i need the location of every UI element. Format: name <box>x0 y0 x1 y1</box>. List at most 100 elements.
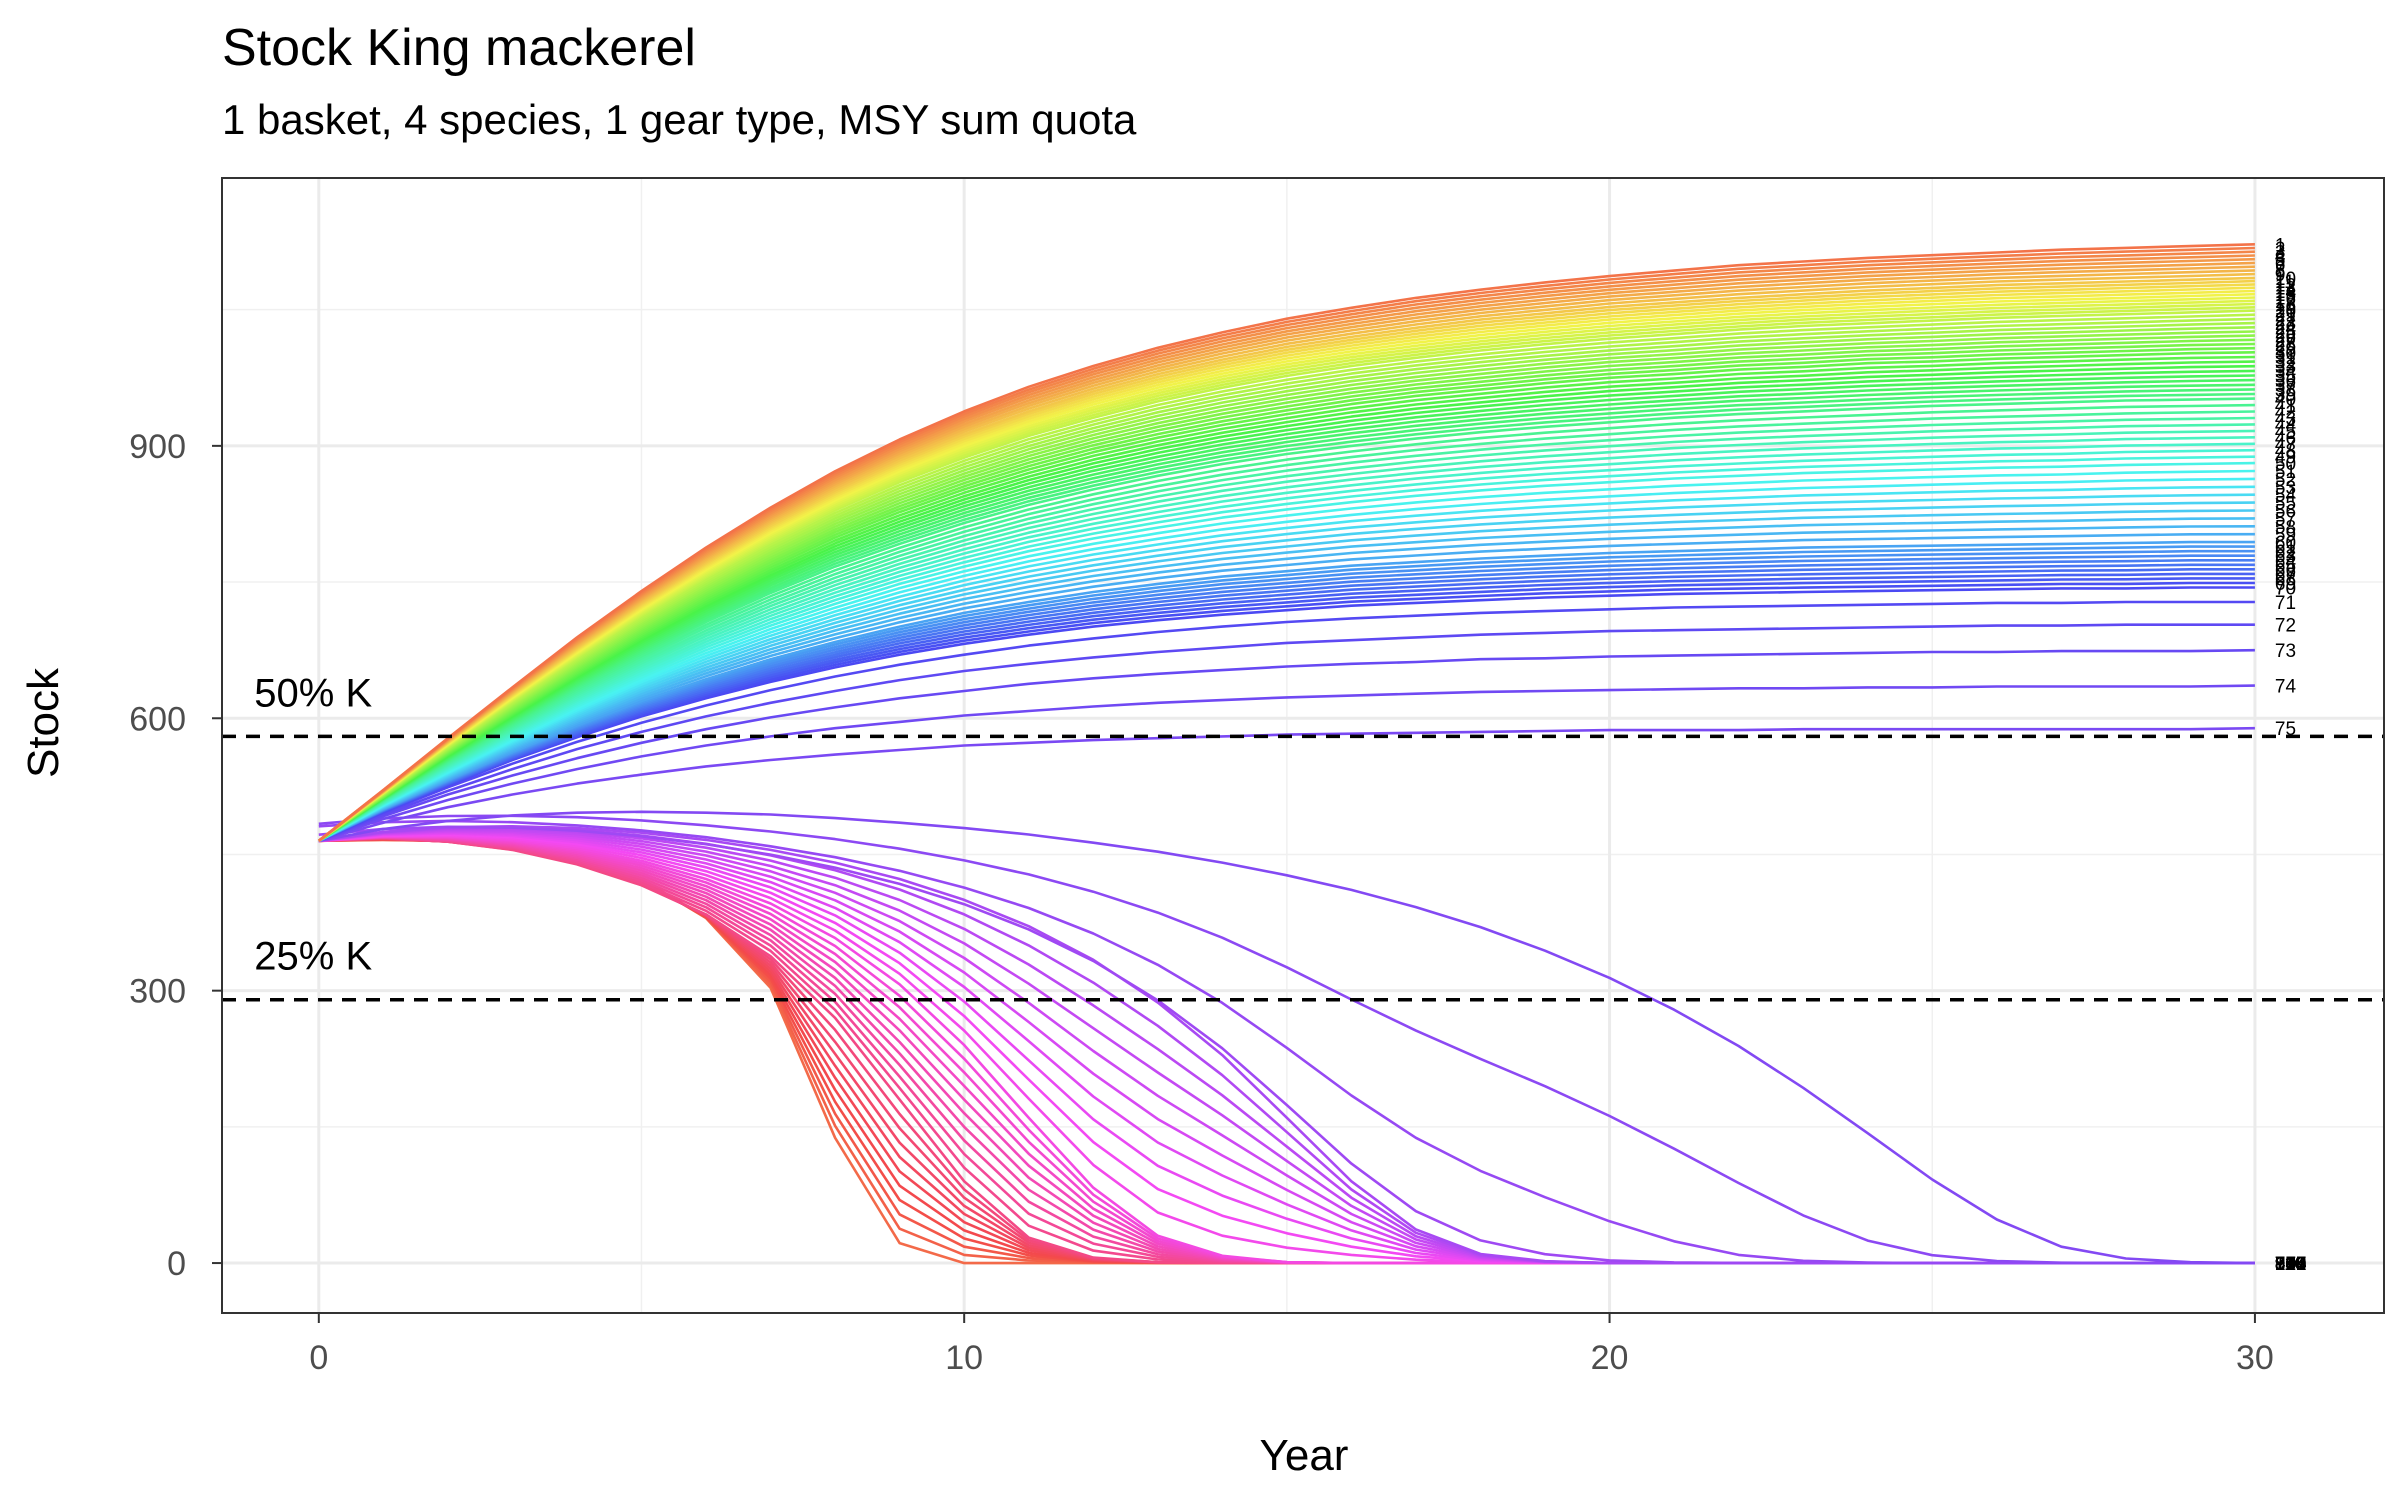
series-end-label: 85 <box>2275 1254 2296 1275</box>
series-end-label: 61 <box>2275 538 2296 559</box>
series-end-label: 7 <box>2275 258 2286 279</box>
series-line <box>318 342 2255 842</box>
series-line <box>318 423 2255 842</box>
series-end-label: 98 <box>2275 1254 2296 1275</box>
series-end-label: 43 <box>2275 409 2296 430</box>
series-end-label: 103 <box>2275 1254 2307 1275</box>
series-end-label: 45 <box>2275 422 2296 443</box>
series-line <box>318 436 2255 842</box>
x-tick-label: 20 <box>1591 1339 1629 1377</box>
series-line <box>318 549 2255 842</box>
series-end-label: 37 <box>2275 376 2296 397</box>
x-tick-label: 30 <box>2236 1339 2274 1377</box>
series-end-label: 70 <box>2275 579 2296 600</box>
series-end-label: 8 <box>2275 261 2286 282</box>
series-end-label: 100 <box>2275 1254 2307 1275</box>
series-end-label: 57 <box>2275 509 2296 530</box>
series-line <box>318 383 2255 842</box>
series-end-label: 79 <box>2275 1254 2296 1275</box>
reference-lines: 50% K 25% K <box>222 671 2384 1002</box>
series-end-label: 75 <box>2275 719 2296 740</box>
series-line <box>318 461 2255 842</box>
series-line <box>318 351 2255 842</box>
series-end-label: 81 <box>2275 1254 2296 1275</box>
series-end-label: 64 <box>2275 551 2297 572</box>
series-line <box>318 355 2255 842</box>
series-line <box>317 243 2255 842</box>
series-end-label: 30 <box>2275 343 2296 364</box>
series-line <box>318 554 2255 842</box>
series-end-label: 72 <box>2275 616 2296 637</box>
series-end-label: 36 <box>2275 371 2296 392</box>
y-tick-label: 0 <box>167 1245 186 1283</box>
series-line <box>318 338 2255 842</box>
series-end-label: 39 <box>2275 385 2296 406</box>
series-end-label: 87 <box>2275 1254 2296 1275</box>
series-end-label: 88 <box>2275 1254 2296 1275</box>
series-line <box>318 378 2255 842</box>
series-end-label: 44 <box>2275 415 2297 436</box>
series-end-label: 62 <box>2275 542 2296 563</box>
series-end-label: 82 <box>2275 1254 2296 1275</box>
series-end-label: 50 <box>2275 454 2296 475</box>
series-line <box>318 572 2255 842</box>
plot-panel <box>221 177 2385 1314</box>
series-end-label: 9 <box>2275 265 2286 286</box>
series-end-label: 4 <box>2275 246 2286 267</box>
series-end-label: 12 <box>2275 275 2296 296</box>
series-end-label: 106 <box>2275 1254 2307 1275</box>
series-end-label: 105 <box>2275 1254 2307 1275</box>
series-end-label: 26 <box>2275 327 2296 348</box>
y-axis-title: Stock <box>19 667 68 778</box>
series-end-label: 99 <box>2275 1254 2296 1275</box>
series-end-label: 110 <box>2275 1254 2305 1275</box>
series-end-label: 3 <box>2275 243 2286 264</box>
series-end-label: 107 <box>2275 1254 2307 1275</box>
series-lines <box>317 243 2255 1265</box>
series-end-label: 49 <box>2275 448 2296 469</box>
plot-border <box>221 177 2385 1314</box>
series-line <box>318 410 2255 842</box>
series-line <box>318 810 2255 1265</box>
series-end-label: 94 <box>2275 1254 2297 1275</box>
series-line <box>318 346 2255 842</box>
series-end-label: 67 <box>2275 565 2296 586</box>
series-line <box>318 442 2255 842</box>
series-line <box>318 545 2255 842</box>
series-end-label: 17 <box>2275 292 2296 313</box>
series-line <box>318 313 2255 842</box>
series-end-label: 22 <box>2275 310 2296 331</box>
series-end-label: 35 <box>2275 366 2296 387</box>
chart-subtitle: 1 basket, 4 species, 1 gear type, MSY su… <box>222 96 1137 143</box>
series-end-label: 42 <box>2275 403 2296 424</box>
series-line <box>318 321 2255 842</box>
series-end-label: 95 <box>2275 1254 2296 1275</box>
series-line <box>318 600 2255 842</box>
series-line <box>318 388 2255 842</box>
series-end-label: 73 <box>2275 641 2296 662</box>
series-end-label: 15 <box>2275 285 2296 306</box>
series-line <box>318 581 2255 842</box>
x-tick-label: 0 <box>309 1339 328 1377</box>
series-line <box>318 477 2255 842</box>
series-end-label: 28 <box>2275 335 2296 356</box>
series-end-label: 19 <box>2275 298 2296 319</box>
series-line <box>318 317 2255 842</box>
series-end-label: 102 <box>2275 1254 2307 1275</box>
x-axis-title: Year <box>1260 1431 1349 1480</box>
series-line <box>318 392 2255 842</box>
series-end-label: 48 <box>2275 441 2296 462</box>
series-end-label: 34 <box>2275 362 2297 383</box>
series-line <box>318 485 2255 842</box>
series-line <box>318 397 2255 842</box>
y-tick-label: 600 <box>129 700 186 738</box>
series-line <box>318 455 2255 842</box>
series-end-label: 46 <box>2275 428 2296 449</box>
series-end-label: 40 <box>2275 390 2296 411</box>
series-line <box>318 509 2255 842</box>
series-line <box>318 429 2255 842</box>
series-end-label: 54 <box>2275 486 2297 507</box>
series-end-label: 66 <box>2275 560 2296 581</box>
series-end-label: 53 <box>2275 478 2296 499</box>
